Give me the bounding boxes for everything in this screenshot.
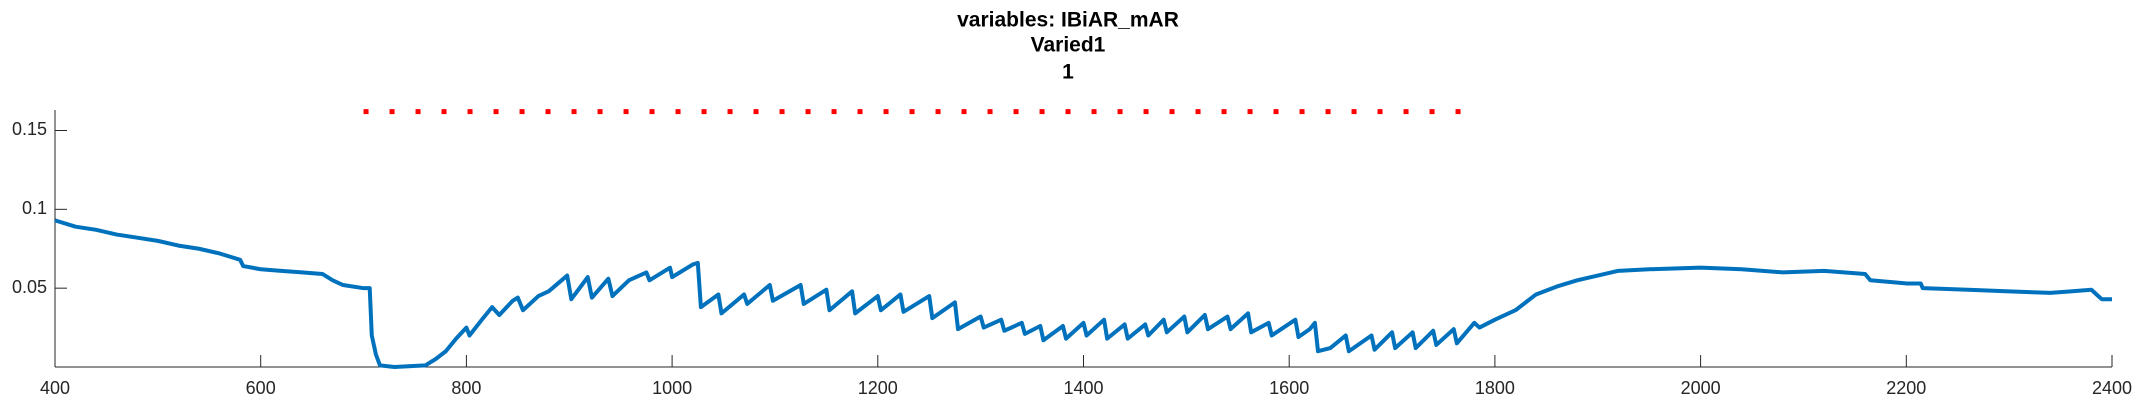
chart-subtitle: Varied1 bbox=[1031, 34, 1106, 57]
x-tick-label: 2400 bbox=[2092, 378, 2132, 398]
y-tick-label: 0.1 bbox=[22, 198, 47, 218]
x-tick-label: 1000 bbox=[652, 378, 692, 398]
x-tick-label: 1200 bbox=[858, 378, 898, 398]
y-tick-label: 0.05 bbox=[12, 277, 47, 297]
x-tick-label: 1600 bbox=[1269, 378, 1309, 398]
x-tick-label: 600 bbox=[246, 378, 276, 398]
x-tick-label: 800 bbox=[451, 378, 481, 398]
chart-subtitle: 1 bbox=[1062, 61, 1074, 84]
x-tick-label: 400 bbox=[40, 378, 70, 398]
x-tick-label: 1800 bbox=[1475, 378, 1515, 398]
x-tick-label: 2000 bbox=[1681, 378, 1721, 398]
y-tick-label: 0.15 bbox=[12, 119, 47, 139]
chart-title: variables: IBiAR_mAR bbox=[957, 9, 1179, 32]
data-line bbox=[54, 218, 2112, 369]
x-tick-label: 1400 bbox=[1063, 378, 1103, 398]
x-tick-label: 2200 bbox=[1886, 378, 1926, 398]
